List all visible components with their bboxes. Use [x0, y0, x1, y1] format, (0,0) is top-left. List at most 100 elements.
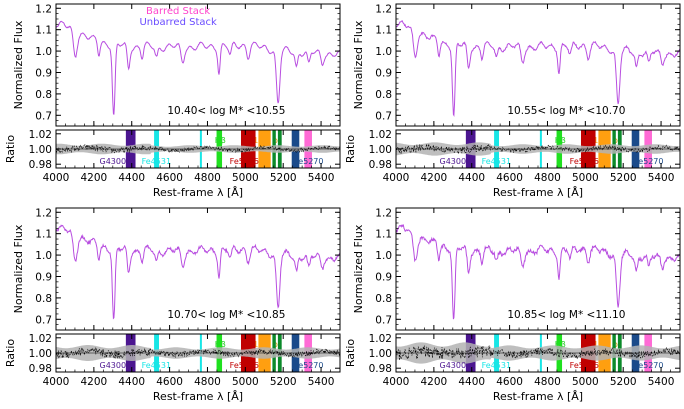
- xtick-label: 5200: [270, 376, 297, 388]
- spectrum-ytick-label: 0.8: [375, 293, 392, 305]
- xtick-label: 5000: [572, 376, 599, 388]
- xlabel: Rest-frame λ [Å]: [153, 186, 243, 199]
- mass-bin-label: 10.85< log M* <11.10: [507, 309, 625, 321]
- spectrum-ylabel: Normalized Flux: [352, 20, 365, 109]
- spectrum-ytick-label: 1.0: [375, 46, 392, 58]
- xtick-label: 4000: [43, 172, 70, 184]
- xtick-label: 5000: [572, 172, 599, 184]
- spectrum-ytick-label: 0.7: [375, 110, 392, 122]
- spectrum-ytick-label: 1.1: [35, 229, 52, 241]
- ratio-ytick-label: 0.98: [369, 159, 392, 171]
- xtick-label: 4400: [118, 172, 145, 184]
- ratio-ytick-label: 0.98: [369, 363, 392, 375]
- xtick-label: 5400: [648, 172, 675, 184]
- panel-3: 0.7 0.8 0.9 1.0 1.1 1.2 Normalized Flux 10.70< …: [4, 207, 341, 403]
- spectrum-ytick-label: 1.0: [35, 250, 52, 262]
- spectrum-ytick-label: 0.7: [35, 110, 52, 122]
- index-label: Fe5270: [634, 361, 663, 370]
- ratio-ytick-label: 1.02: [369, 129, 392, 141]
- xtick-label: 5400: [308, 172, 335, 184]
- spectrum-line: [56, 224, 340, 320]
- xtick-label: 4000: [383, 172, 410, 184]
- xtick-label: 4600: [156, 172, 183, 184]
- xtick-label: 5200: [270, 172, 297, 184]
- index-label: Fe4531: [142, 361, 171, 370]
- mass-bin-label: 10.55< log M* <10.70: [507, 105, 625, 117]
- xtick-label: 4000: [43, 376, 70, 388]
- xtick-label: 4800: [534, 172, 561, 184]
- spectrum-ytick-label: 0.9: [375, 67, 392, 79]
- spectrum-ylabel: Normalized Flux: [352, 224, 365, 313]
- spectrum-ytick-label: 1.0: [375, 250, 392, 262]
- panel-4: 0.7 0.8 0.9 1.0 1.1 1.2 Normalized Flux 10.85< …: [344, 207, 681, 403]
- xtick-label: 4200: [80, 376, 107, 388]
- xtick-label: 4400: [458, 376, 485, 388]
- spectrum-ytick-label: 1.1: [375, 25, 392, 37]
- ratio-line: [55, 347, 341, 360]
- index-label: Fe5015: [570, 361, 599, 370]
- index-label: G4300: [100, 361, 127, 370]
- mass-bin-label: 10.40< log M* <10.55: [167, 105, 285, 117]
- spectrum-ytick-label: 0.9: [35, 271, 52, 283]
- xtick-label: 5400: [308, 376, 335, 388]
- xtick-label: 4800: [194, 172, 221, 184]
- ratio-ytick-label: 1.00: [369, 348, 392, 360]
- xtick-label: 4600: [496, 172, 523, 184]
- spectrum-ytick-label: 0.7: [375, 314, 392, 326]
- xtick-label: 4800: [534, 376, 561, 388]
- ratio-ytick-label: 1.02: [29, 129, 52, 141]
- spectrum-ylabel: Normalized Flux: [12, 20, 25, 109]
- ratio-ylabel: Ratio: [344, 135, 357, 164]
- spectrum-ytick-label: 1.1: [35, 25, 52, 37]
- spectrum-line: [56, 20, 340, 115]
- xtick-label: 4600: [496, 376, 523, 388]
- index-label: Fe4531: [482, 157, 511, 166]
- panel-2: 0.7 0.8 0.9 1.0 1.1 1.2 Normalized Flux 10.55< …: [344, 3, 681, 199]
- spectrum-ytick-label: 0.8: [35, 293, 52, 305]
- spectrum-ytick-label: 1.1: [375, 229, 392, 241]
- index-label: Fe5015: [570, 157, 599, 166]
- index-label: G4300: [440, 157, 467, 166]
- spectrum-ytick-label: 0.8: [35, 89, 52, 101]
- xtick-label: 4800: [194, 376, 221, 388]
- mass-bin-label: 10.70< log M* <10.85: [167, 309, 285, 321]
- xtick-label: 4400: [458, 172, 485, 184]
- spectrum-ytick-label: 1.2: [375, 3, 392, 15]
- index-label: G4300: [440, 361, 467, 370]
- index-label: Fe5015: [230, 361, 259, 370]
- xtick-label: 4400: [118, 376, 145, 388]
- ratio-ytick-label: 0.98: [29, 159, 52, 171]
- spectrum-line: [396, 20, 680, 117]
- ratio-ytick-label: 1.00: [29, 348, 52, 360]
- ratio-ylabel: Ratio: [4, 135, 17, 164]
- spectrum-ylabel: Normalized Flux: [12, 224, 25, 313]
- legend-barred: Barred Stack: [146, 6, 210, 17]
- spectrum-ytick-label: 1.0: [35, 46, 52, 58]
- xtick-label: 5200: [610, 376, 637, 388]
- spectrum-ytick-label: 1.2: [35, 207, 52, 219]
- spectrum-ytick-label: 0.7: [35, 314, 52, 326]
- xlabel: Rest-frame λ [Å]: [493, 390, 583, 403]
- ratio-ylabel: Ratio: [4, 339, 17, 368]
- xtick-label: 4200: [420, 376, 447, 388]
- xtick-label: 5000: [232, 376, 259, 388]
- spectrum-ytick-label: 0.9: [375, 271, 392, 283]
- legend-unbarred: Unbarred Stack: [139, 17, 217, 28]
- index-label: Fe5270: [294, 361, 323, 370]
- spectrum-ytick-label: 1.2: [35, 3, 52, 15]
- ratio-ytick-label: 1.00: [29, 144, 52, 156]
- xtick-label: 5200: [610, 172, 637, 184]
- ratio-ytick-label: 1.02: [29, 333, 52, 345]
- index-label: Fe5270: [634, 157, 663, 166]
- spectrum-ytick-label: 1.2: [375, 207, 392, 219]
- xtick-label: 4600: [156, 376, 183, 388]
- ratio-line: [395, 345, 681, 361]
- xtick-label: 4000: [383, 376, 410, 388]
- spectrum-ytick-label: 0.8: [375, 89, 392, 101]
- ratio-ylabel: Ratio: [344, 339, 357, 368]
- index-label: Fe4531: [482, 361, 511, 370]
- xtick-label: 5000: [232, 172, 259, 184]
- xtick-label: 4200: [80, 172, 107, 184]
- ratio-ytick-label: 1.02: [369, 333, 392, 345]
